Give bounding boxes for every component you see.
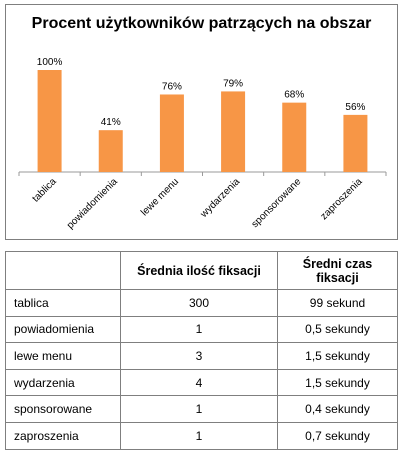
chart-title: Procent użytkowników patrzących na obsza… <box>31 15 372 32</box>
bar-chart: 100% tablica 41% powiadomienia 76% lewe menu 7… <box>18 57 387 231</box>
table-cell: 1 <box>120 421 278 450</box>
table-cell: tablica <box>5 289 121 317</box>
table-cell: 0,7 sekundy <box>277 421 398 450</box>
value-label: 68% <box>284 90 304 101</box>
table-cell: 1 <box>120 315 278 344</box>
category-label: powiadomienia <box>65 176 120 231</box>
table-row: powiadomienia 1 0,5 sekundy <box>5 315 398 344</box>
category-label: sponsorowane <box>250 176 304 230</box>
table-cell: 1,5 sekundy <box>277 368 398 397</box>
table-header <box>5 251 121 290</box>
table-cell: 300 <box>120 289 278 317</box>
chart-frame: Procent użytkowników patrzących na obsza… <box>5 4 398 240</box>
bar-zaproszenia <box>343 114 368 172</box>
category-label: wydarzenia <box>198 176 243 221</box>
table-header: Średnia ilość fiksacji <box>120 251 278 290</box>
bar-powiadomienia <box>98 130 123 172</box>
table-cell: 4 <box>120 368 278 397</box>
table-cell: sponsorowane <box>5 395 121 423</box>
value-label: 41% <box>101 117 121 128</box>
value-label: 56% <box>345 102 365 113</box>
table-cell: zaproszenia <box>5 421 121 450</box>
value-label: 100% <box>37 57 63 68</box>
table-row: lewe menu 3 1,5 sekundy <box>5 342 398 370</box>
fixation-table: Średnia ilość fiksacji Średni czas fiksa… <box>5 251 398 450</box>
table-cell: 0,4 sekundy <box>277 395 398 423</box>
table-cell: powiadomienia <box>5 315 121 344</box>
table-row: zaproszenia 1 0,7 sekundy <box>5 421 398 450</box>
value-label: 76% <box>162 81 182 92</box>
value-label: 79% <box>223 78 243 89</box>
bar-wydarzenia <box>221 91 246 172</box>
table-header-row: Średnia ilość fiksacji Średni czas fiksa… <box>5 251 398 290</box>
bar-sponsorowane <box>282 102 307 172</box>
table-row: tablica 300 99 sekund <box>5 289 398 317</box>
table-cell: 1 <box>120 395 278 423</box>
table-cell: 1,5 sekundy <box>277 342 398 370</box>
table-cell: 0,5 sekundy <box>277 315 398 344</box>
table-cell: wydarzenia <box>5 368 121 397</box>
category-label: lewe menu <box>139 176 181 218</box>
table-row: wydarzenia 4 1,5 sekundy <box>5 368 398 397</box>
category-label: tablica <box>30 176 59 205</box>
bar-tablica <box>37 70 62 172</box>
table-row: sponsorowane 1 0,4 sekundy <box>5 395 398 423</box>
table-cell: 3 <box>120 342 278 370</box>
table-cell: lewe menu <box>5 342 121 370</box>
category-label: zaproszenia <box>319 176 365 222</box>
table-header: Średni czas fiksacji <box>277 251 398 290</box>
bar-lewe-menu <box>159 94 184 172</box>
table-cell: 99 sekund <box>277 289 398 317</box>
